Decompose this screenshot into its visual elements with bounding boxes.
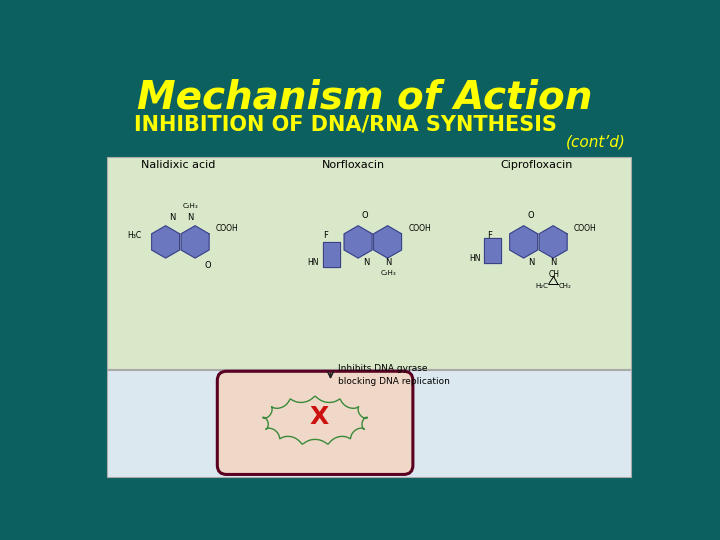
Text: CH₂: CH₂ xyxy=(559,283,572,289)
FancyBboxPatch shape xyxy=(217,372,413,475)
Text: COOH: COOH xyxy=(574,224,597,233)
Text: C₂H₃: C₂H₃ xyxy=(183,204,198,210)
Text: F: F xyxy=(323,231,328,240)
Bar xyxy=(107,370,631,477)
Text: F: F xyxy=(487,231,492,240)
Polygon shape xyxy=(374,226,402,258)
Text: INHIBITION OF DNA/RNA SYNTHESIS: INHIBITION OF DNA/RNA SYNTHESIS xyxy=(135,114,557,134)
Text: Norfloxacin: Norfloxacin xyxy=(322,160,385,170)
Text: Mechanism of Action: Mechanism of Action xyxy=(138,78,593,116)
Text: O: O xyxy=(362,211,369,220)
Text: N: N xyxy=(168,213,175,222)
Text: N: N xyxy=(385,258,391,267)
Text: COOH: COOH xyxy=(216,224,238,233)
Text: N: N xyxy=(187,213,194,222)
Polygon shape xyxy=(539,226,567,258)
Text: Inhibits DNA gyrase
blocking DNA replication: Inhibits DNA gyrase blocking DNA replica… xyxy=(338,364,450,386)
Polygon shape xyxy=(510,226,538,258)
Polygon shape xyxy=(485,238,501,262)
Polygon shape xyxy=(181,226,209,258)
Polygon shape xyxy=(152,226,179,258)
Text: Nalidixic acid: Nalidixic acid xyxy=(141,160,215,170)
Text: CH: CH xyxy=(548,270,559,279)
Polygon shape xyxy=(344,226,372,258)
Bar xyxy=(107,157,631,369)
Polygon shape xyxy=(323,242,340,267)
Text: N: N xyxy=(363,258,369,267)
Text: O: O xyxy=(527,211,534,220)
Text: X: X xyxy=(310,404,328,429)
Text: HN: HN xyxy=(307,258,319,267)
Text: HN: HN xyxy=(469,254,480,264)
Text: H₃C: H₃C xyxy=(127,231,142,240)
Text: (cont’d): (cont’d) xyxy=(566,134,626,149)
Text: N: N xyxy=(528,258,535,267)
Text: O: O xyxy=(205,260,212,269)
Text: Ciprofloxacin: Ciprofloxacin xyxy=(500,160,573,170)
Text: H₂C: H₂C xyxy=(536,283,549,289)
Text: C₂H₃: C₂H₃ xyxy=(380,269,396,276)
Text: N: N xyxy=(551,258,557,267)
Text: COOH: COOH xyxy=(408,224,431,233)
